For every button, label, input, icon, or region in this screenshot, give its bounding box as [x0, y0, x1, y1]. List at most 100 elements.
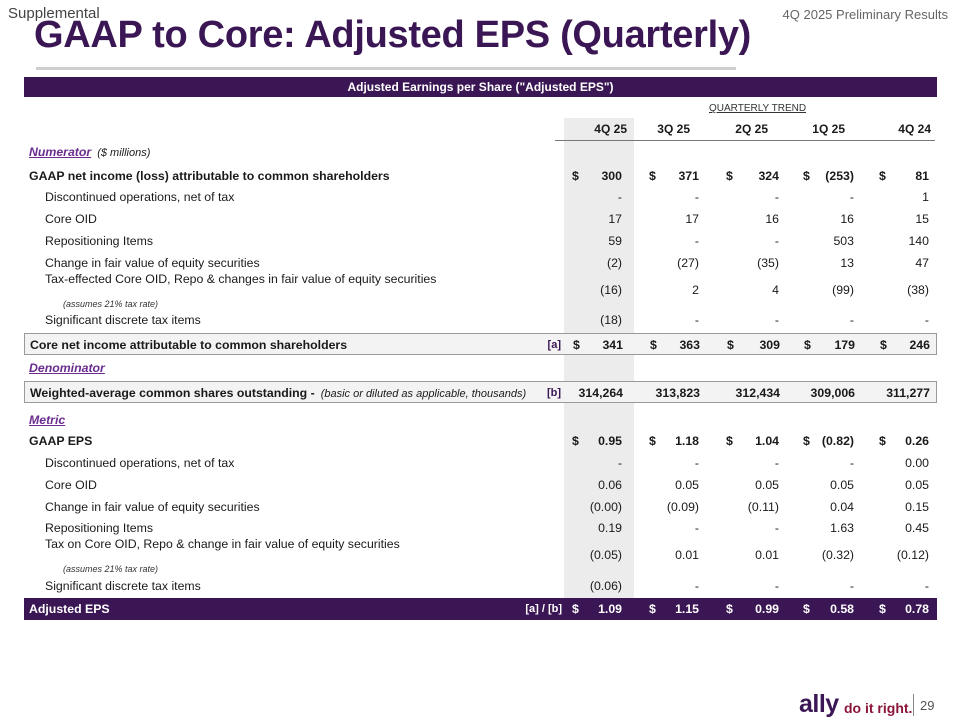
cell-value: - — [924, 313, 929, 327]
cell-value: 313,823 — [655, 386, 700, 400]
numerator-unit: ($ millions) — [97, 147, 151, 159]
cell-value: (27) — [677, 256, 699, 270]
cell-value: 324 — [758, 169, 779, 183]
cell-value: - — [694, 456, 699, 470]
title-divider — [36, 67, 736, 70]
denominator-heading-row: Denominator — [24, 358, 937, 378]
dollar-sign: $ — [572, 169, 579, 183]
row-label: Core net income attributable to common s… — [30, 338, 348, 352]
dollar-sign: $ — [572, 434, 579, 448]
supplemental-label: Supplemental — [8, 5, 100, 22]
table-row: Core OID 17 17 16 16 15 — [24, 209, 937, 229]
cell-value: (253) — [825, 169, 854, 183]
column-header: 2Q 25 — [735, 122, 768, 136]
numerator-heading: Numerator — [29, 145, 92, 159]
cell-value: 0.45 — [905, 521, 929, 535]
table-row: Change in fair value of equity securitie… — [24, 497, 937, 517]
core-net-income-row: Core net income attributable to common s… — [24, 333, 937, 355]
row-label: Discontinued operations, net of tax — [45, 190, 235, 204]
cell-value: (99) — [832, 283, 854, 297]
cell-value: 15 — [915, 212, 929, 226]
cell-value: 246 — [909, 338, 930, 352]
cell-value: 2 — [692, 283, 699, 297]
cell-value: - — [694, 521, 699, 535]
cell-value: 179 — [834, 338, 855, 352]
cell-value: (0.12) — [896, 548, 929, 562]
cell-value: - — [774, 313, 779, 327]
cell-value: - — [774, 190, 779, 204]
row-reference: [a] — [547, 339, 561, 351]
cell-value: (0.09) — [666, 500, 699, 514]
cell-value: 0.95 — [598, 434, 622, 448]
row-label: Significant discrete tax items — [45, 313, 201, 327]
dollar-sign: $ — [804, 338, 811, 352]
table-row: Core OID 0.06 0.05 0.05 0.05 0.05 — [24, 475, 937, 495]
table-row: Repositioning Items 59 - - 503 140 — [24, 231, 937, 251]
dollar-sign: $ — [880, 338, 887, 352]
cell-value: 311,277 — [886, 386, 930, 400]
row-label: Core OID — [45, 212, 97, 226]
cell-value: 503 — [833, 234, 854, 248]
cell-value: 0.06 — [598, 478, 622, 492]
table-row: Change in fair value of equity securitie… — [24, 253, 937, 273]
cell-value: 0.01 — [755, 548, 779, 562]
cell-value: - — [849, 579, 854, 593]
row-reference: [b] — [546, 387, 561, 399]
cell-value: 81 — [915, 169, 929, 183]
cell-value: 59 — [608, 234, 622, 248]
denominator-heading: Denominator — [29, 361, 105, 375]
table-row: Repositioning Items 0.19 - - 1.63 0.45 — [24, 518, 937, 538]
cell-value: 341 — [602, 338, 623, 352]
column-header: 4Q 24 — [898, 122, 931, 136]
row-label: Weighted-average common shares outstandi… — [30, 386, 527, 400]
cell-value: 312,434 — [735, 386, 780, 400]
cell-value: 309 — [759, 338, 780, 352]
dollar-sign: $ — [572, 602, 579, 616]
row-label: Tax on Core OID, Repo & change in fair v… — [45, 537, 400, 551]
report-period-label: 4Q 2025 Preliminary Results — [782, 7, 948, 22]
cell-value: - — [617, 190, 622, 204]
dollar-sign: $ — [803, 434, 810, 448]
page-number: 29 — [920, 698, 935, 713]
cell-value: (18) — [600, 313, 622, 327]
cell-value: (0.00) — [589, 500, 622, 514]
cell-value: (0.06) — [589, 579, 622, 593]
gaap-eps-row: GAAP EPS $0.95 $1.18 $1.04 $ (0.82) $0.26 — [24, 431, 937, 451]
table-row: Significant discrete tax items (0.06) - - - - — [24, 576, 937, 596]
cell-value: - — [849, 313, 854, 327]
dollar-sign: $ — [879, 602, 886, 616]
row-label: Change in fair value of equity securitie… — [45, 500, 260, 514]
table-row: Tax-effected Core OID, Repo & changes in… — [24, 272, 937, 309]
cell-value: (38) — [907, 283, 929, 297]
cell-value: (16) — [600, 283, 622, 297]
row-label: GAAP net income (loss) attributable to c… — [29, 169, 390, 183]
cell-value: 0.58 — [830, 602, 854, 616]
cell-value: 0.78 — [905, 602, 929, 616]
cell-value: 363 — [679, 338, 700, 352]
dollar-sign: $ — [650, 338, 657, 352]
row-label: Significant discrete tax items — [45, 579, 201, 593]
dollar-sign: $ — [573, 338, 580, 352]
cell-value: 314,264 — [578, 386, 623, 400]
weighted-shares-row: Weighted-average common shares outstandi… — [24, 381, 937, 403]
cell-value: 17 — [608, 212, 622, 226]
cell-value: - — [694, 313, 699, 327]
table-row: Discontinued operations, net of tax - - - - 0… — [24, 453, 937, 473]
cell-value: 1.63 — [830, 521, 854, 535]
page-divider — [913, 694, 914, 716]
dollar-sign: $ — [649, 602, 656, 616]
cell-value: 0.01 — [675, 548, 699, 562]
cell-value: 0.00 — [905, 456, 929, 470]
dollar-sign: $ — [879, 169, 886, 183]
column-header: 4Q 25 — [594, 122, 627, 136]
cell-value: 0.05 — [675, 478, 699, 492]
cell-value: 300 — [601, 169, 622, 183]
cell-value: 0.26 — [905, 434, 929, 448]
gaap-net-income-row: GAAP net income (loss) attributable to c… — [24, 166, 937, 186]
cell-value: 47 — [915, 256, 929, 270]
cell-value: 0.99 — [755, 602, 779, 616]
cell-value: 16 — [840, 212, 854, 226]
cell-value: - — [694, 190, 699, 204]
cell-value: - — [774, 579, 779, 593]
cell-value: (0.05) — [589, 548, 622, 562]
